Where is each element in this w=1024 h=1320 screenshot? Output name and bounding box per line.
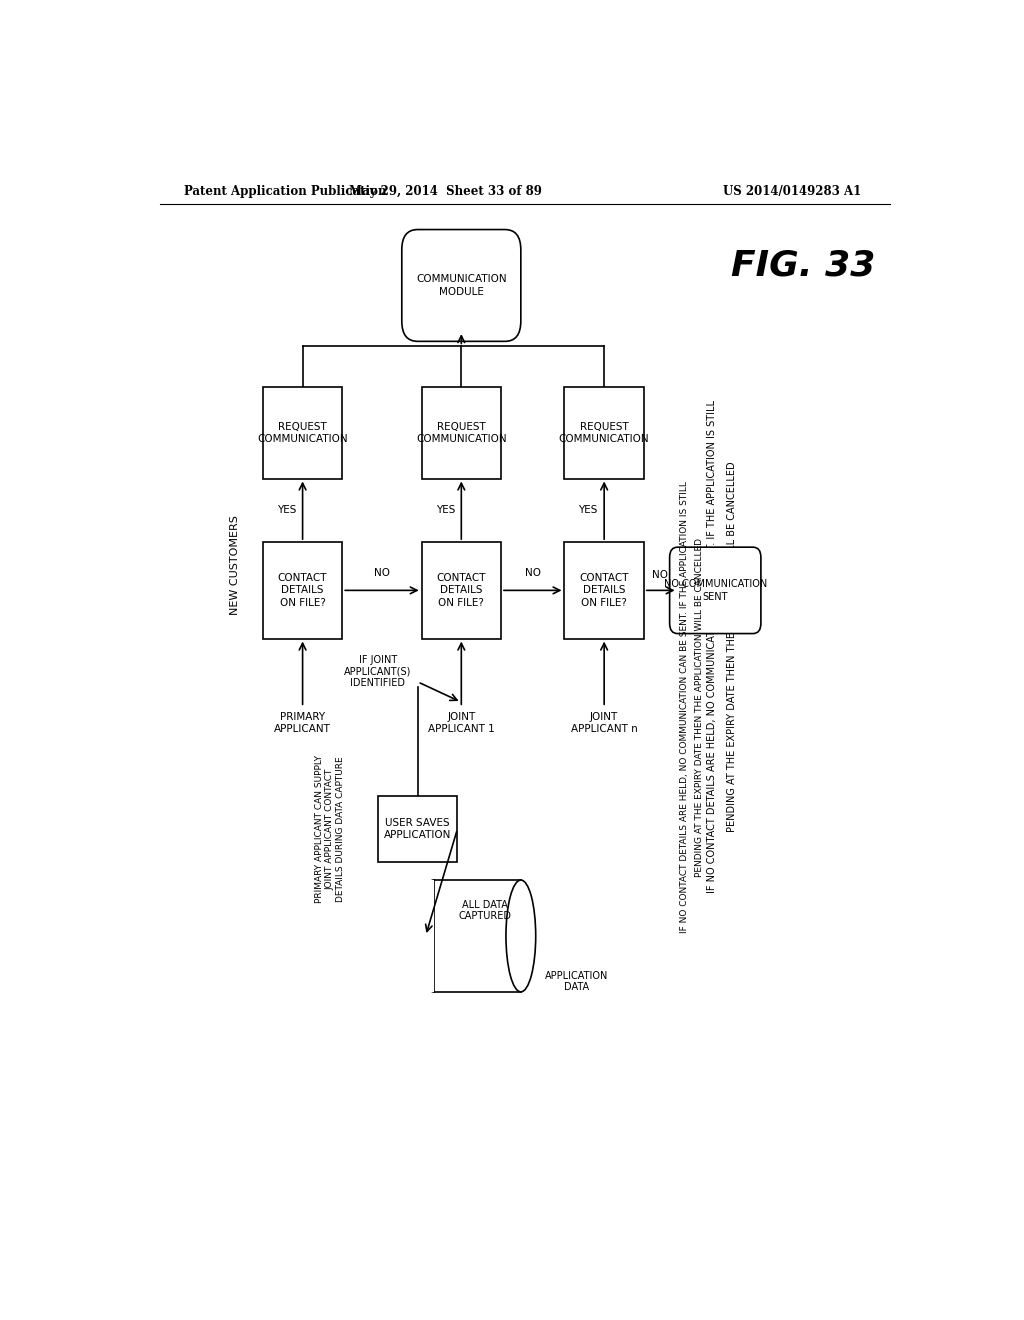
Text: YES: YES: [435, 506, 455, 515]
Text: NEW CUSTOMERS: NEW CUSTOMERS: [230, 515, 241, 615]
Text: PRIMARY APPLICANT CAN SUPPLY
JOINT APPLICANT CONTACT
DETAILS DURING DATA CAPTURE: PRIMARY APPLICANT CAN SUPPLY JOINT APPLI…: [315, 755, 345, 903]
Text: COMMUNICATION
MODULE: COMMUNICATION MODULE: [416, 275, 507, 297]
Text: PRIMARY
APPLICANT: PRIMARY APPLICANT: [274, 713, 331, 734]
FancyBboxPatch shape: [564, 387, 644, 479]
Text: FIG. 33: FIG. 33: [731, 248, 876, 282]
FancyBboxPatch shape: [263, 543, 342, 639]
FancyBboxPatch shape: [564, 543, 644, 639]
Text: IF NO CONTACT DETAILS ARE HELD, NO COMMUNICATION CAN BE SENT. IF THE APPLICATION: IF NO CONTACT DETAILS ARE HELD, NO COMMU…: [680, 482, 688, 933]
Text: JOINT
APPLICANT n: JOINT APPLICANT n: [570, 713, 638, 734]
Text: IF NO CONTACT DETAILS ARE HELD, NO COMMUNICATION CAN BE SENT. IF THE APPLICATION: IF NO CONTACT DETAILS ARE HELD, NO COMMU…: [708, 400, 718, 892]
Bar: [416, 880, 433, 991]
Text: NO: NO: [652, 570, 668, 581]
Text: CONTACT
DETAILS
ON FILE?: CONTACT DETAILS ON FILE?: [278, 573, 328, 607]
Bar: [433, 880, 521, 991]
Text: REQUEST
COMMUNICATION: REQUEST COMMUNICATION: [257, 421, 348, 444]
Text: JOINT
APPLICANT 1: JOINT APPLICANT 1: [428, 713, 495, 734]
Ellipse shape: [506, 880, 536, 991]
Text: ALL DATA
CAPTURED: ALL DATA CAPTURED: [459, 900, 512, 921]
FancyBboxPatch shape: [670, 548, 761, 634]
Text: YES: YES: [579, 506, 598, 515]
Text: NO: NO: [374, 568, 390, 578]
Text: REQUEST
COMMUNICATION: REQUEST COMMUNICATION: [559, 421, 649, 444]
Text: May 29, 2014  Sheet 33 of 89: May 29, 2014 Sheet 33 of 89: [349, 185, 542, 198]
Text: CONTACT
DETAILS
ON FILE?: CONTACT DETAILS ON FILE?: [436, 573, 486, 607]
Ellipse shape: [419, 880, 449, 991]
Text: REQUEST
COMMUNICATION: REQUEST COMMUNICATION: [416, 421, 507, 444]
Text: NO COMMUNICATION
SENT: NO COMMUNICATION SENT: [664, 579, 767, 602]
Text: PENDING AT THE EXPIRY DATE THEN THE APPLICATION WILL BE CANCELLED: PENDING AT THE EXPIRY DATE THEN THE APPL…: [695, 537, 705, 876]
FancyBboxPatch shape: [422, 387, 501, 479]
Text: IF JOINT
APPLICANT(S)
IDENTIFIED: IF JOINT APPLICANT(S) IDENTIFIED: [344, 655, 412, 688]
Text: APPLICATION
DATA: APPLICATION DATA: [545, 972, 608, 993]
Text: USER SAVES
APPLICATION: USER SAVES APPLICATION: [384, 818, 452, 841]
Text: US 2014/0149283 A1: US 2014/0149283 A1: [723, 185, 861, 198]
FancyBboxPatch shape: [401, 230, 521, 342]
Text: NO: NO: [524, 568, 541, 578]
Text: Patent Application Publication: Patent Application Publication: [183, 185, 386, 198]
Text: CONTACT
DETAILS
ON FILE?: CONTACT DETAILS ON FILE?: [580, 573, 629, 607]
FancyBboxPatch shape: [263, 387, 342, 479]
Text: YES: YES: [276, 506, 296, 515]
FancyBboxPatch shape: [378, 796, 458, 862]
Text: PENDING AT THE EXPIRY DATE THEN THE APPLICATION WILL BE CANCELLED: PENDING AT THE EXPIRY DATE THEN THE APPL…: [727, 461, 737, 832]
FancyBboxPatch shape: [422, 543, 501, 639]
